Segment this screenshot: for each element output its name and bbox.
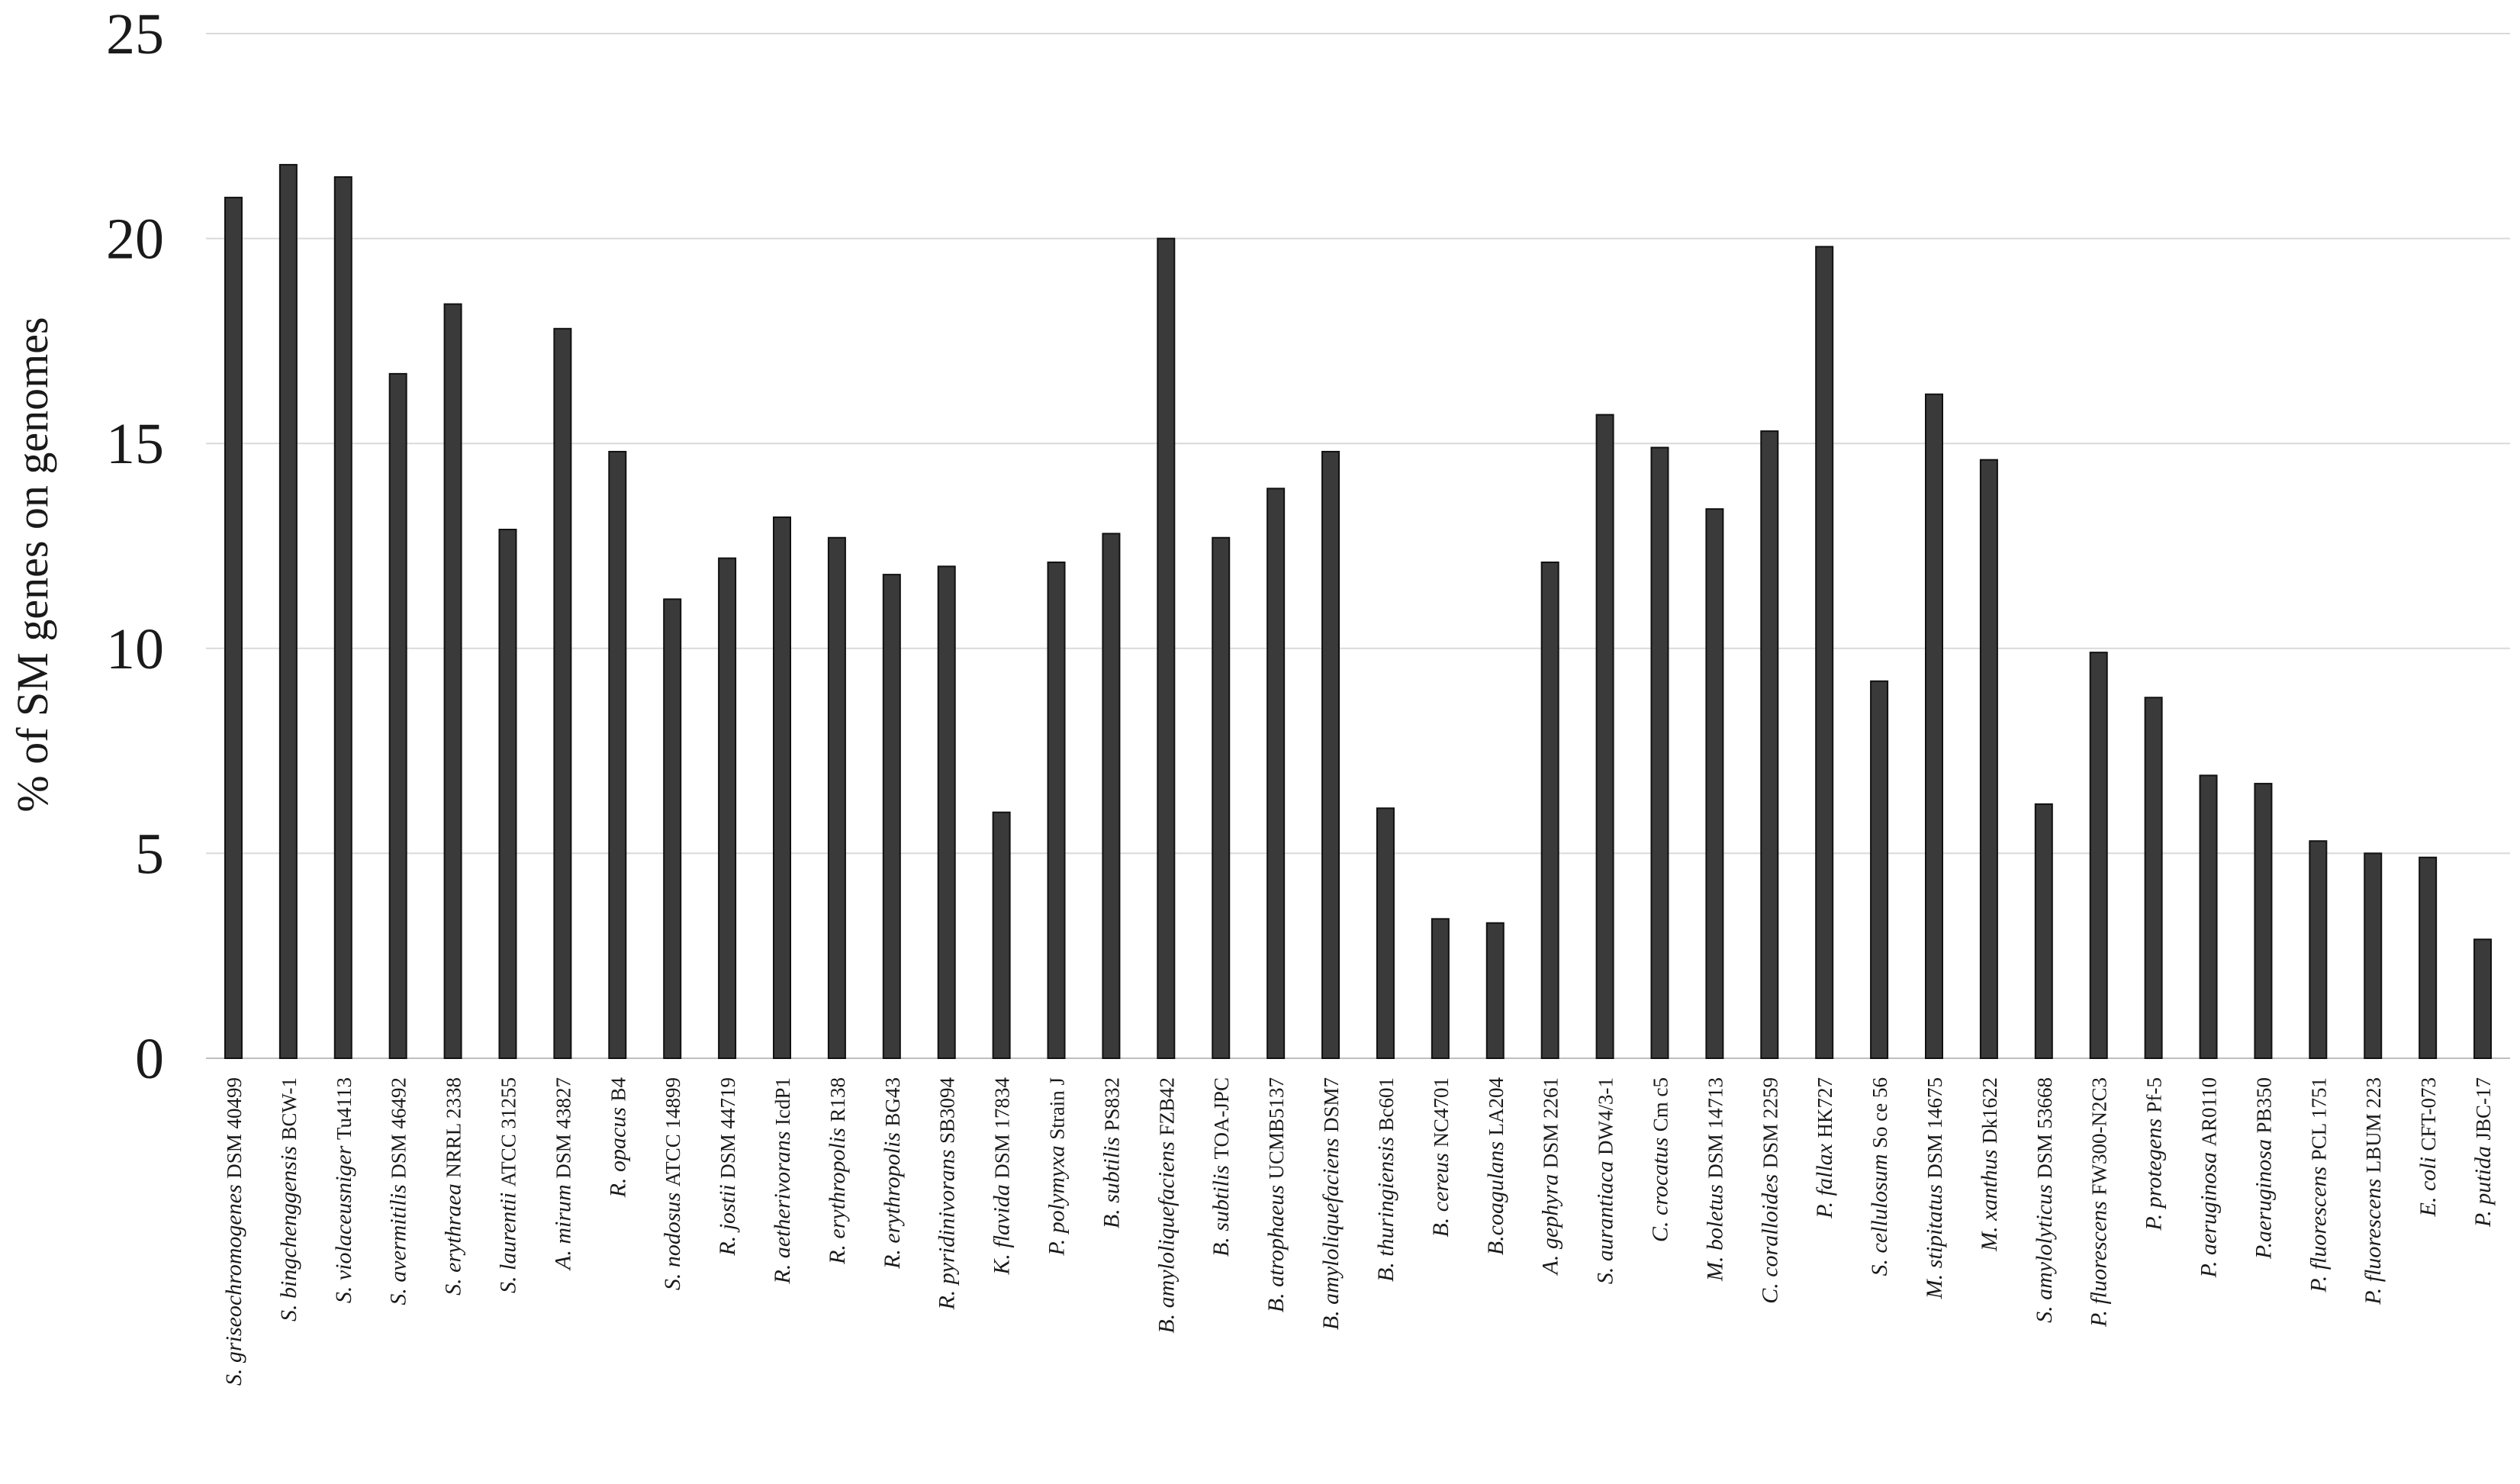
x-tick-label: P. putida JBC-17 xyxy=(2470,1077,2496,1228)
x-tick-label: B.coagulans LA204 xyxy=(1483,1077,1508,1256)
bar xyxy=(1431,918,1450,1060)
x-tick-label: P. protegens Pf-5 xyxy=(2142,1077,2167,1231)
x-tick-label: S. violaceusniger Tu4113 xyxy=(331,1077,356,1303)
bar xyxy=(1212,536,1231,1059)
bar xyxy=(1157,237,1176,1060)
x-tick-label: R. erythropolis R138 xyxy=(825,1077,850,1265)
x-tick-label: R. aetherivorans IcdP1 xyxy=(770,1077,795,1284)
bar xyxy=(388,372,407,1060)
bar xyxy=(1705,508,1724,1059)
bar xyxy=(1376,807,1395,1059)
x-tick-label: S. avermitilis DSM 46492 xyxy=(386,1077,411,1305)
x-tick-label: P. fluorescens LBUM 223 xyxy=(2361,1077,2386,1305)
bar xyxy=(718,557,737,1059)
x-tick-label: P. polymyxa Strain J xyxy=(1044,1077,1070,1257)
bar xyxy=(992,811,1011,1060)
bar xyxy=(278,163,298,1059)
x-tick-label: M. boletus DSM 14713 xyxy=(1702,1077,1727,1282)
bar xyxy=(498,529,517,1059)
x-tick-label: B. atrophaeus UCMB5137 xyxy=(1263,1077,1289,1312)
x-tick-label: B. subtilis PS832 xyxy=(1099,1077,1124,1228)
x-tick-label: C. coralloides DSM 2259 xyxy=(1757,1077,1782,1304)
bar xyxy=(663,598,682,1059)
bar xyxy=(1870,680,1889,1059)
x-axis-ticks: S. griseochromogenes DSM 40499 S. bingche… xyxy=(221,1077,2496,1386)
x-tick-label: M. xanthus Dk1622 xyxy=(1977,1077,2002,1252)
bar xyxy=(2034,803,2053,1060)
x-tick-label: C. crocatus Cm c5 xyxy=(1647,1077,1672,1242)
bar xyxy=(2199,774,2218,1059)
x-tick-label: S. amylolyticus DSM 53668 xyxy=(2032,1077,2057,1323)
bar xyxy=(1650,446,1669,1059)
y-axis-ticks: 0 5 10 15 20 25 xyxy=(106,2,164,1091)
x-tick-label: P. fallax HK727 xyxy=(1812,1077,1837,1219)
bar xyxy=(553,327,572,1059)
y-tick-label: 5 xyxy=(135,822,164,886)
x-tick-label: S. laurentii ATCC 31255 xyxy=(495,1077,520,1293)
x-tick-label: E. coli CFT-073 xyxy=(2415,1077,2441,1217)
x-tick-label: S. nodosus ATCC 14899 xyxy=(660,1077,685,1290)
bar xyxy=(882,574,901,1059)
y-tick-label: 0 xyxy=(135,1027,164,1091)
bars xyxy=(224,163,2493,1060)
bar xyxy=(937,565,956,1059)
y-tick-label: 20 xyxy=(106,208,164,272)
bar xyxy=(1321,450,1340,1059)
bar xyxy=(1815,246,1834,1059)
x-tick-label: S. erythraea NRRL 2338 xyxy=(441,1077,466,1296)
bar xyxy=(1979,459,1998,1059)
x-tick-label: B. amyloliquefaciens FZB42 xyxy=(1154,1077,1179,1334)
bar xyxy=(1047,561,1066,1059)
bar xyxy=(2309,840,2328,1060)
x-tick-label: K. flavida DSM 17834 xyxy=(990,1077,1015,1276)
x-tick-label: A. mirum DSM 43827 xyxy=(550,1077,575,1271)
x-tick-label: A. gephyra DSM 2261 xyxy=(1538,1077,1563,1276)
bar xyxy=(1102,533,1121,1059)
bar xyxy=(773,516,791,1059)
bar xyxy=(2364,852,2383,1060)
x-tick-label: B. cereus NC4701 xyxy=(1428,1077,1453,1238)
bar xyxy=(1760,430,1779,1059)
bar xyxy=(443,303,462,1059)
x-tick-label: S. griseochromogenes DSM 40499 xyxy=(221,1077,246,1386)
bar xyxy=(1595,414,1614,1059)
x-tick-label: R. pyridinivorans SB3094 xyxy=(935,1077,960,1311)
y-axis-label: % of SM genes on genomes xyxy=(8,317,57,812)
y-tick-label: 15 xyxy=(106,412,164,476)
x-tick-label: P.aeruginosa PB350 xyxy=(2251,1077,2276,1260)
x-tick-label: P. fluorescens PCL 1751 xyxy=(2306,1077,2331,1293)
bar xyxy=(2473,938,2493,1060)
bar xyxy=(2254,783,2273,1060)
x-tick-label: B. thuringiensis Bc601 xyxy=(1373,1077,1398,1282)
bar xyxy=(1266,488,1286,1059)
x-tick-label: S. aurantiaca DW4/3-1 xyxy=(1593,1077,1618,1284)
x-tick-label: S. cellulosum So ce 56 xyxy=(1867,1077,1892,1276)
bar xyxy=(1485,922,1505,1059)
bar xyxy=(608,450,627,1059)
x-tick-label: R. jostii DSM 44719 xyxy=(715,1077,740,1257)
x-tick-label: M. stipitatus DSM 14675 xyxy=(1922,1077,1947,1299)
x-tick-label: B. subtilis TOA-JPC xyxy=(1209,1077,1234,1257)
y-tick-label: 10 xyxy=(106,617,164,681)
bar xyxy=(224,196,243,1059)
bar xyxy=(1925,393,1943,1059)
bar xyxy=(1540,561,1559,1059)
bar xyxy=(333,176,352,1059)
x-tick-label: R. erythropolis BG43 xyxy=(880,1077,905,1270)
x-tick-label: R. opacus B4 xyxy=(605,1077,630,1199)
bar xyxy=(827,536,846,1059)
bar xyxy=(2144,697,2163,1059)
y-tick-label: 25 xyxy=(106,2,164,66)
gridlines xyxy=(206,33,2510,1059)
bar xyxy=(2089,652,2108,1059)
x-tick-label: P. fluorescens FW300-N2C3 xyxy=(2087,1077,2112,1328)
bar xyxy=(2419,856,2438,1059)
x-tick-label: S. bingchenggensis BCW-1 xyxy=(276,1077,301,1321)
x-tick-label: P. aeruginosa AR0110 xyxy=(2197,1077,2222,1278)
x-tick-label: B. amyloliquefaciens DSM7 xyxy=(1318,1077,1344,1330)
